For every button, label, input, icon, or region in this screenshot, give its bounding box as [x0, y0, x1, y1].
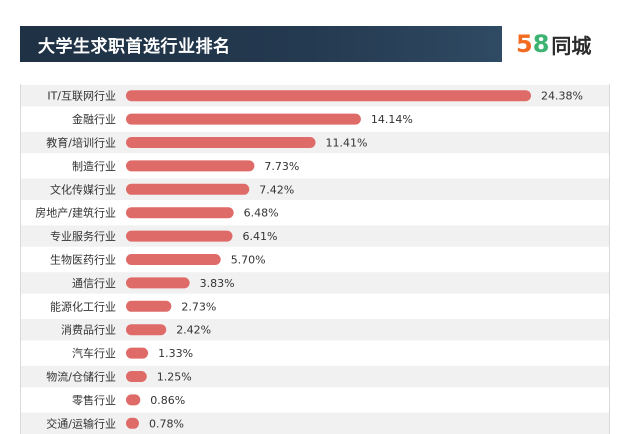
value-label: 2.73% [181, 300, 216, 313]
bar [126, 417, 139, 429]
bar [126, 160, 255, 172]
logo-digit-5: 5 [516, 30, 533, 58]
row-stripe [21, 412, 609, 434]
chart-frame [20, 84, 610, 434]
bar-chart: IT/互联网行业 24.38% 金融行业 14.14% 教育/培训行业 11.41% 制造行… [21, 85, 609, 434]
category-label: 制造行业 [72, 159, 116, 173]
page-title: 大学生求职首选行业排名 [38, 36, 231, 57]
category-label: 汽车行业 [72, 346, 116, 360]
bar [126, 277, 190, 289]
bar [126, 207, 234, 219]
category-label: 通信行业 [72, 277, 116, 290]
value-label: 7.42% [259, 183, 294, 196]
category-label: 教育/培训行业 [46, 136, 116, 150]
value-label: 1.33% [158, 347, 193, 360]
title-banner: 大学生求职首选行业排名 [20, 26, 502, 62]
value-label: 0.86% [150, 394, 185, 407]
bar [126, 183, 250, 195]
row-stripe [21, 365, 609, 388]
category-label: 交通/运输行业 [46, 416, 116, 430]
bar [126, 90, 531, 102]
category-label: 生物医药行业 [50, 253, 116, 267]
category-label: 金融行业 [72, 112, 116, 126]
value-label: 24.38% [541, 90, 583, 103]
bar [126, 113, 361, 125]
bar [126, 324, 167, 336]
title-banner-background [20, 26, 502, 62]
value-label: 6.48% [244, 207, 279, 220]
value-label: 14.14% [371, 113, 413, 126]
value-label: 0.78% [149, 417, 184, 430]
value-label: 5.70% [231, 254, 266, 267]
bar [126, 230, 233, 242]
value-label: 6.41% [242, 230, 277, 243]
value-label: 7.73% [264, 160, 299, 173]
value-label: 1.25% [157, 371, 192, 384]
value-label: 2.42% [176, 324, 211, 337]
bar [126, 254, 221, 265]
logo-digit-8: 8 [532, 30, 550, 58]
category-label: 消费品行业 [61, 323, 116, 337]
category-label: 零售行业 [72, 393, 116, 407]
category-label: 专业服务行业 [50, 229, 116, 243]
category-label: 物流/仓储行业 [46, 370, 116, 384]
category-label: IT/互联网行业 [47, 90, 116, 103]
category-label: 文化传媒行业 [50, 182, 116, 196]
bar [126, 300, 172, 312]
bar [126, 371, 147, 382]
logo-text: 同城 [551, 33, 592, 58]
bar [126, 137, 316, 148]
row-stripe [21, 319, 609, 341]
bar [126, 394, 141, 406]
value-label: 3.83% [200, 277, 235, 290]
bar [126, 347, 149, 359]
value-label: 11.41% [326, 137, 368, 150]
category-label: 能源化工行业 [50, 299, 116, 313]
category-label: 房地产/建筑行业 [35, 206, 116, 220]
